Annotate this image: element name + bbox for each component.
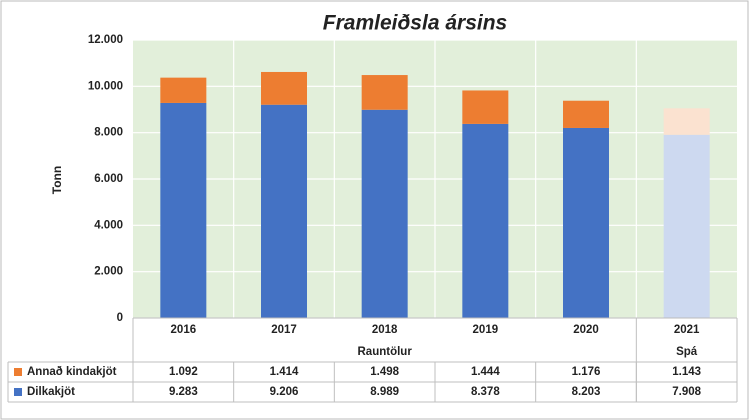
bar-segment (361, 75, 408, 110)
table-value: 9.283 (169, 386, 198, 398)
y-tick-label: 0 (117, 312, 123, 324)
bar-segment (462, 123, 509, 318)
x-tick-label: 2016 (171, 324, 197, 336)
x-tick-label: 2018 (372, 324, 398, 336)
y-tick-label: 12.000 (88, 34, 123, 46)
bar-segment (563, 100, 609, 128)
legend-swatch (14, 368, 22, 376)
legend-swatch (14, 388, 22, 396)
table-value: 1.092 (169, 366, 198, 378)
bar-segment (663, 108, 710, 135)
x-tick-label: 2021 (674, 324, 700, 336)
y-tick-label: 10.000 (88, 80, 123, 92)
table-value: 8.203 (572, 386, 601, 398)
y-axis-label: Tonn (50, 166, 64, 194)
chart-title: Framleiðsla ársins (323, 12, 507, 35)
y-tick-label: 8.000 (94, 127, 123, 139)
group-label: Rauntölur (358, 346, 413, 358)
table-value: 1.414 (270, 366, 299, 378)
bar-segment (160, 102, 207, 318)
y-tick-label: 6.000 (94, 173, 123, 185)
table-value: 9.206 (270, 386, 299, 398)
bar-segment (663, 134, 710, 318)
table-value: 8.989 (370, 386, 399, 398)
x-tick-label: 2017 (271, 324, 297, 336)
table-value: 1.498 (370, 366, 399, 378)
bar-segment (261, 71, 307, 105)
legend-label: Annað kindakjöt (27, 366, 117, 378)
table-value: 7.908 (672, 386, 701, 398)
table-value: 8.378 (471, 386, 500, 398)
x-tick-label: 2020 (573, 324, 599, 336)
bar-segment (361, 109, 408, 318)
y-tick-label: 4.000 (94, 219, 123, 231)
bar-segment (261, 104, 307, 319)
bar-segment (563, 127, 609, 318)
bar-segment (160, 77, 207, 103)
group-label: Spá (676, 346, 698, 358)
bar-segment (462, 90, 509, 124)
x-tick-label: 2019 (473, 324, 499, 336)
legend-label: Dilkakjöt (27, 386, 75, 398)
table-value: 1.444 (471, 366, 500, 378)
table-value: 1.176 (572, 366, 601, 378)
y-tick-label: 2.000 (94, 266, 123, 278)
table-value: 1.143 (672, 366, 701, 378)
